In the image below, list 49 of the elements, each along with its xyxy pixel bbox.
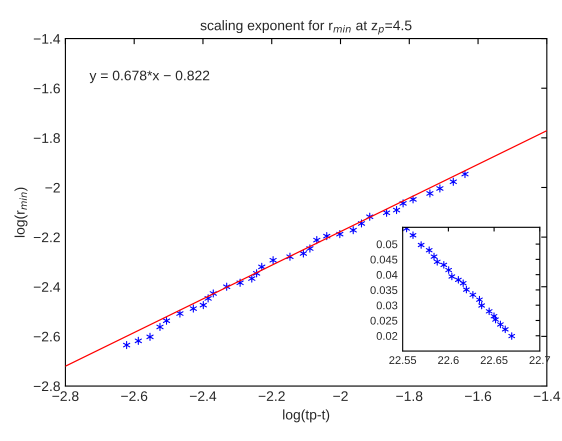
y-tick-label: 0.045	[370, 256, 398, 264]
y-tick-label: −2.2	[34, 232, 60, 242]
annotation: y = 0.678*x − 0.822	[90, 70, 210, 84]
x-tick-label: −1.8	[396, 391, 422, 402]
point	[486, 308, 493, 316]
point	[445, 266, 452, 274]
y-tick-label: 0.03	[376, 301, 398, 310]
y-tick-label: −1.4	[34, 34, 60, 44]
x-tick-label: 22.6	[438, 356, 459, 364]
y-tick-label: −1.6	[34, 84, 60, 94]
point	[502, 326, 509, 334]
y-tick-label: 0.035	[370, 286, 398, 294]
point	[434, 258, 441, 266]
x-tick-label: 22.65	[480, 356, 508, 364]
y-axis-title: log(r$_{min}$)	[14, 188, 28, 238]
point	[448, 272, 456, 280]
point	[426, 246, 433, 254]
y-tick-label: −2.4	[34, 282, 60, 292]
point	[418, 241, 425, 249]
point	[463, 286, 470, 294]
y-tick-label: 0.05	[376, 240, 398, 248]
x-tick-label: −2.4	[190, 391, 216, 401]
point	[492, 316, 499, 324]
point	[410, 231, 416, 240]
point	[460, 279, 467, 288]
point	[508, 332, 516, 340]
point	[478, 302, 486, 310]
chart-title: scaling exponent for r$_{min}$ at z$_{p}$=4.5	[200, 20, 412, 34]
y-tick-label: 0.02	[376, 332, 398, 340]
point	[497, 320, 504, 328]
x-tick-label: −2	[333, 391, 348, 401]
x-tick-label: 22.55	[389, 356, 416, 364]
y-tick-label: 0.04	[376, 270, 398, 279]
point	[476, 296, 483, 304]
y-tick-label: −2	[45, 182, 60, 193]
x-tick-label: −1.6	[465, 391, 492, 402]
y-tick-label: −2.6	[34, 332, 60, 342]
y-tick-label: −2.8	[34, 381, 60, 392]
x-tick-label: −2.2	[258, 391, 285, 401]
x-tick-label: −2.6	[121, 391, 148, 402]
point	[454, 276, 462, 284]
x-tick-label: −1.4	[534, 391, 560, 401]
point	[430, 252, 438, 260]
point	[440, 261, 448, 269]
y-tick-label: −1.8	[34, 133, 60, 144]
y-tick-label: 0.025	[370, 316, 398, 325]
point	[470, 291, 476, 299]
x-tick-label: −2.8	[52, 391, 79, 402]
x-axis-title: log(tp-t)	[283, 409, 330, 422]
